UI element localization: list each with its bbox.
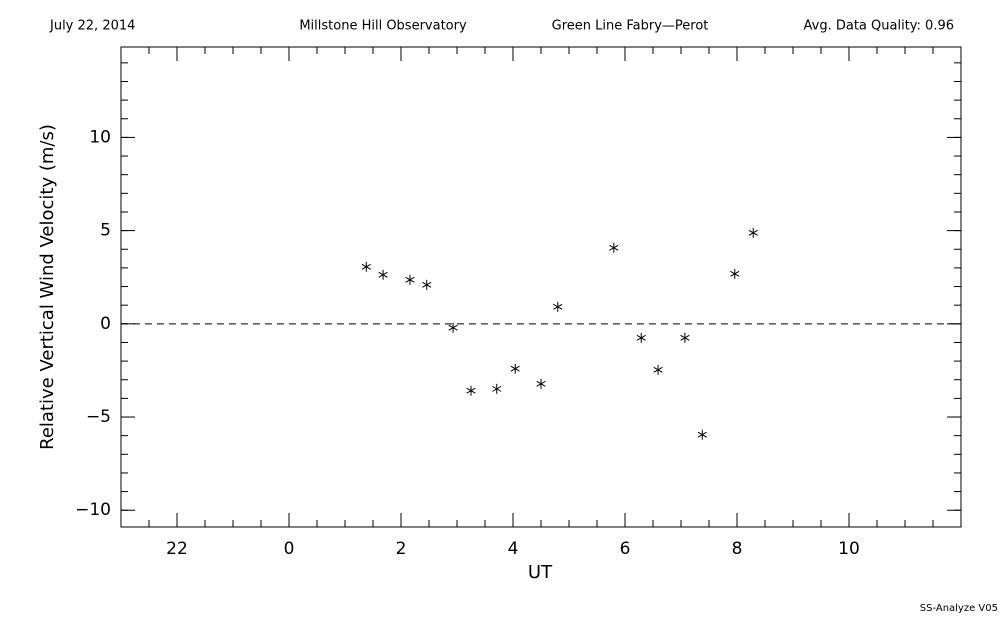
data-point — [609, 242, 619, 253]
asterisk-stroke — [492, 385, 502, 392]
asterisk-stroke — [466, 387, 476, 394]
asterisk-stroke — [748, 229, 758, 236]
data-point — [492, 383, 502, 394]
asterisk-stroke — [680, 334, 690, 341]
header-site: Millstone Hill Observatory — [299, 19, 467, 34]
y-tick-label: 0 — [100, 314, 111, 334]
asterisk-stroke — [553, 303, 563, 310]
asterisk-stroke — [609, 244, 619, 251]
y-tick-label: −10 — [75, 500, 111, 520]
asterisk-stroke — [378, 271, 388, 278]
header-instrument: Green Line Fabry—Perot — [552, 19, 709, 34]
asterisk-stroke — [510, 365, 520, 372]
asterisk-stroke — [448, 324, 458, 331]
data-point — [653, 364, 663, 375]
asterisk-stroke — [536, 380, 546, 387]
data-point — [422, 279, 432, 290]
y-tick-label: −5 — [86, 407, 111, 427]
x-tick-label: 22 — [166, 539, 188, 559]
data-point — [510, 363, 520, 374]
header-date: July 22, 2014 — [49, 19, 135, 34]
x-tick-label: 2 — [396, 539, 407, 559]
data-point — [553, 301, 563, 312]
data-point — [466, 385, 476, 396]
data-point — [405, 274, 415, 285]
x-tick-label: 8 — [732, 539, 743, 559]
x-tick-label: 4 — [508, 539, 519, 559]
x-axis-label: UT — [528, 562, 553, 583]
y-tick-label: 5 — [100, 221, 111, 241]
x-tick-label: 6 — [620, 539, 631, 559]
asterisk-stroke — [405, 276, 415, 283]
asterisk-stroke — [697, 431, 707, 438]
data-point — [448, 322, 458, 333]
footer: SS-Analyze V05 — [920, 603, 998, 614]
y-tick-label: 10 — [89, 127, 111, 147]
data-point — [536, 378, 546, 389]
data-point — [730, 268, 740, 279]
data-point — [680, 332, 690, 343]
x-tick-label: 10 — [838, 539, 860, 559]
header-quality: Avg. Data Quality: 0.96 — [804, 19, 954, 34]
data-point — [748, 227, 758, 238]
asterisk-stroke — [422, 281, 432, 288]
data-point — [636, 332, 646, 343]
data-point — [378, 269, 388, 280]
data-point — [697, 429, 707, 440]
y-axis-label: Relative Vertical Wind Velocity (m/s) — [37, 124, 58, 450]
data-point — [361, 261, 371, 272]
axes: 22 0 2 4 6 8 10 −10 −5 0 5 10 — [75, 47, 962, 559]
asterisk-stroke — [653, 366, 663, 373]
asterisk-stroke — [730, 270, 740, 277]
x-tick-label: 0 — [284, 539, 295, 559]
asterisk-stroke — [636, 334, 646, 341]
asterisk-stroke — [361, 263, 371, 270]
